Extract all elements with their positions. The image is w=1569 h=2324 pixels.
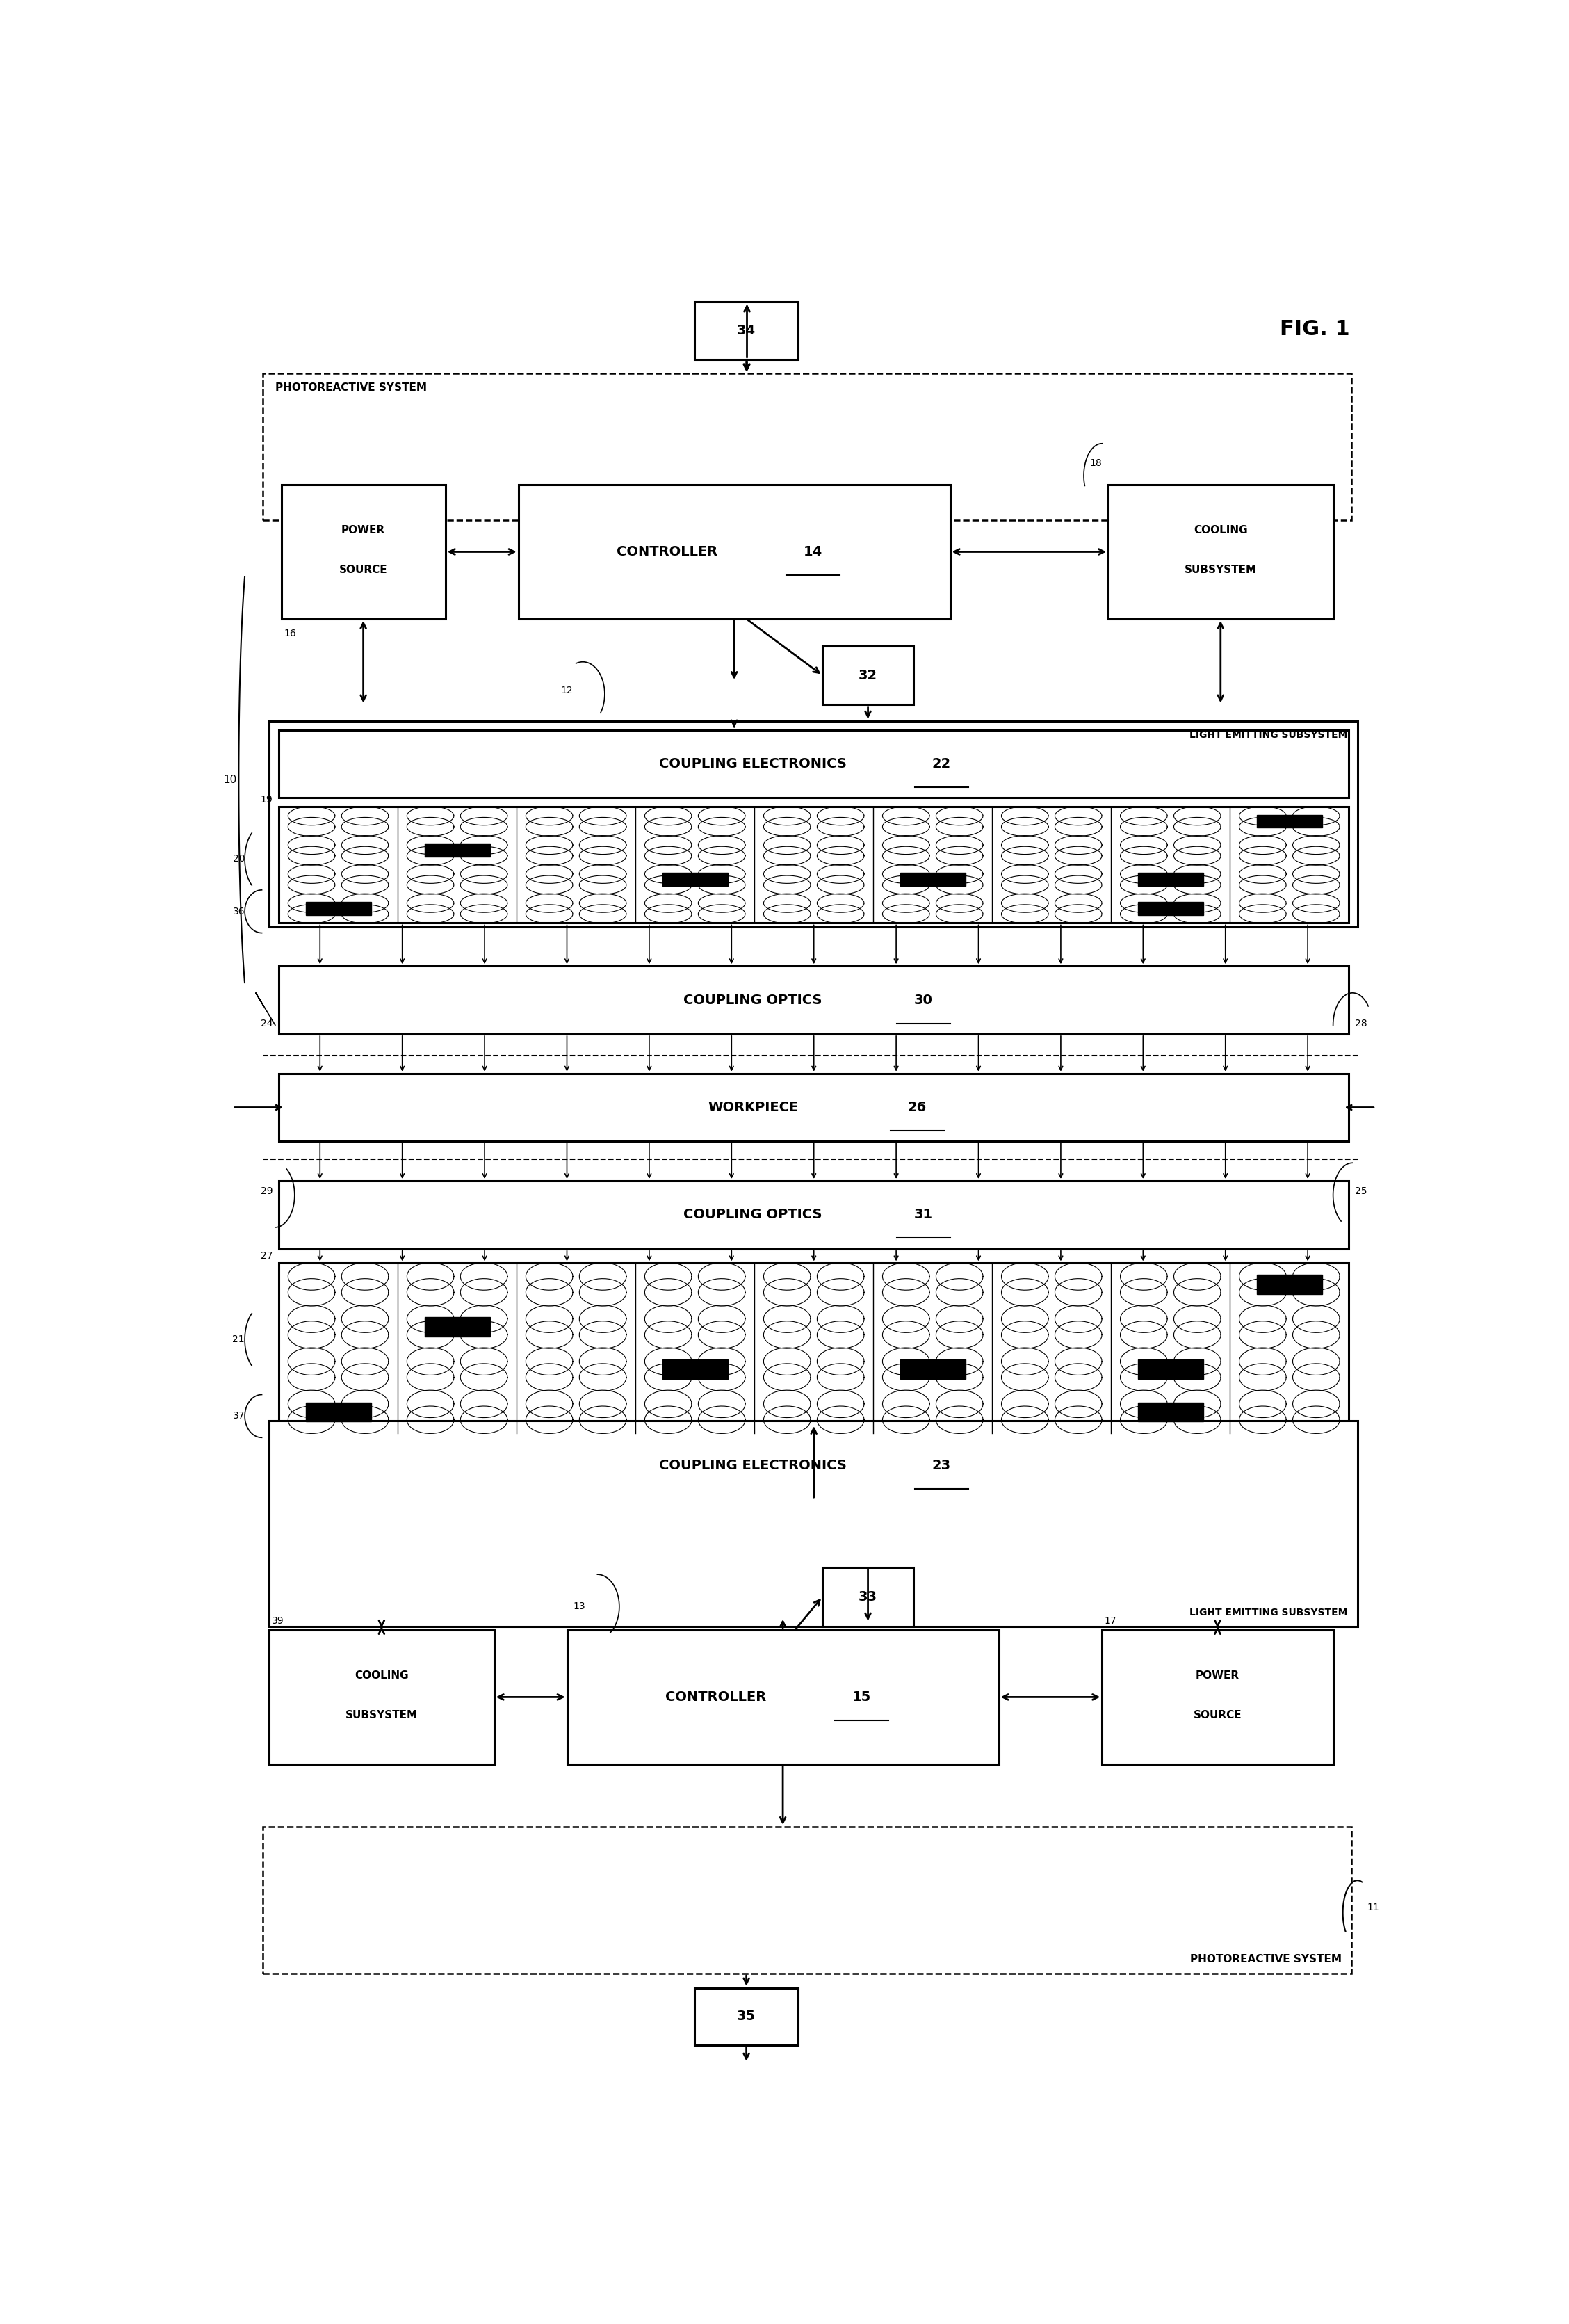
Text: 21: 21 [232, 1334, 245, 1346]
Text: COUPLING OPTICS: COUPLING OPTICS [684, 992, 822, 1006]
Bar [306, 902, 370, 916]
Text: 10: 10 [223, 774, 237, 786]
Bar [1138, 1360, 1203, 1378]
Text: LIGHT EMITTING SUBSYSTEM: LIGHT EMITTING SUBSYSTEM [1189, 1608, 1348, 1618]
Text: 34: 34 [737, 323, 756, 337]
Text: PHOTOREACTIVE SYSTEM: PHOTOREACTIVE SYSTEM [1189, 1954, 1341, 1964]
Text: 19: 19 [260, 795, 273, 804]
Text: 37: 37 [232, 1411, 245, 1420]
Text: COUPLING ELECTRONICS: COUPLING ELECTRONICS [659, 1459, 847, 1471]
Bar [281, 486, 446, 618]
Text: 20: 20 [232, 855, 245, 865]
Bar [279, 1181, 1349, 1248]
Text: SUBSYSTEM: SUBSYSTEM [345, 1710, 417, 1720]
Text: COOLING: COOLING [355, 1671, 408, 1680]
Bar [270, 1420, 1357, 1627]
Text: 31: 31 [913, 1208, 932, 1222]
Text: WORKPIECE: WORKPIECE [708, 1102, 799, 1113]
Text: 18: 18 [1090, 458, 1101, 467]
Bar [695, 1987, 799, 2045]
Bar [1138, 902, 1203, 916]
Bar [695, 302, 799, 360]
Bar [279, 1264, 1349, 1434]
Bar [264, 1827, 1351, 1973]
Text: 23: 23 [932, 1459, 951, 1471]
Bar [270, 720, 1357, 927]
Text: 39: 39 [271, 1615, 284, 1627]
Text: 13: 13 [573, 1601, 585, 1611]
Text: 32: 32 [858, 669, 877, 681]
Text: 33: 33 [858, 1590, 877, 1604]
Bar [822, 1566, 913, 1627]
Bar [1138, 874, 1203, 885]
Bar [566, 1629, 998, 1764]
Bar [1257, 816, 1323, 827]
Text: 17: 17 [1105, 1615, 1117, 1627]
Bar [306, 1401, 370, 1422]
Text: 35: 35 [737, 2010, 756, 2024]
Bar [518, 486, 949, 618]
Text: 22: 22 [932, 758, 951, 772]
Text: SUBSYSTEM: SUBSYSTEM [1185, 565, 1257, 574]
Bar [279, 730, 1349, 797]
Bar [1101, 1629, 1334, 1764]
Text: 12: 12 [562, 686, 573, 695]
Text: 15: 15 [852, 1690, 871, 1703]
Text: LIGHT EMITTING SUBSYSTEM: LIGHT EMITTING SUBSYSTEM [1189, 730, 1348, 739]
Bar [279, 1074, 1349, 1141]
Text: COUPLING OPTICS: COUPLING OPTICS [684, 1208, 822, 1222]
Bar [1108, 486, 1334, 618]
Text: 24: 24 [260, 1018, 273, 1030]
Bar [279, 806, 1349, 923]
Text: COOLING: COOLING [1194, 525, 1247, 535]
Text: 16: 16 [284, 627, 297, 639]
Text: FIG. 1: FIG. 1 [1280, 318, 1349, 339]
Text: SOURCE: SOURCE [339, 565, 388, 574]
Text: POWER: POWER [342, 525, 386, 535]
Bar [1257, 1276, 1323, 1294]
Text: 25: 25 [1356, 1185, 1367, 1197]
Text: CONTROLLER: CONTROLLER [617, 546, 717, 558]
Bar [901, 1360, 965, 1378]
Bar [662, 874, 728, 885]
Text: COUPLING ELECTRONICS: COUPLING ELECTRONICS [659, 758, 847, 772]
Text: POWER: POWER [1196, 1671, 1240, 1680]
Text: 26: 26 [908, 1102, 927, 1113]
Bar [1138, 1401, 1203, 1422]
Bar [425, 1318, 490, 1336]
Bar [264, 374, 1351, 521]
Bar [425, 844, 490, 858]
Text: 29: 29 [260, 1185, 273, 1197]
Bar [822, 646, 913, 704]
Text: SOURCE: SOURCE [1194, 1710, 1241, 1720]
Text: 11: 11 [1367, 1903, 1379, 1913]
Text: 36: 36 [232, 906, 245, 916]
Bar [901, 874, 965, 885]
Bar [279, 1432, 1349, 1499]
Text: 30: 30 [913, 992, 932, 1006]
Text: 27: 27 [260, 1250, 273, 1262]
Text: CONTROLLER: CONTROLLER [665, 1690, 766, 1703]
Text: PHOTOREACTIVE SYSTEM: PHOTOREACTIVE SYSTEM [275, 383, 427, 393]
Bar [662, 1360, 728, 1378]
Text: 14: 14 [803, 546, 822, 558]
Bar [279, 967, 1349, 1034]
Bar [270, 1629, 494, 1764]
Text: 28: 28 [1356, 1018, 1367, 1030]
